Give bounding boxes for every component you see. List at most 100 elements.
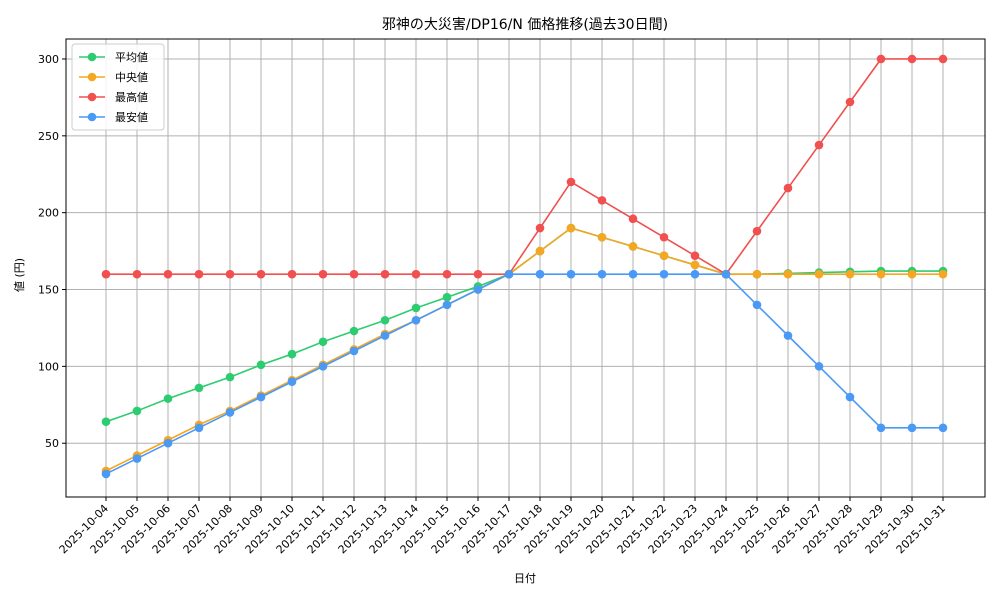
legend-item: 最高値	[79, 90, 148, 104]
data-point	[442, 292, 452, 302]
data-point	[814, 269, 824, 279]
data-point	[876, 269, 886, 279]
legend-swatch-marker	[87, 52, 97, 62]
data-point	[628, 242, 638, 251]
data-point	[380, 269, 390, 279]
x-axis-label: 日付	[514, 572, 536, 585]
y-tick-label: 150	[38, 284, 59, 297]
legend-swatch-marker	[87, 92, 97, 102]
data-point	[256, 392, 266, 402]
data-point	[318, 362, 328, 371]
data-point	[659, 251, 669, 261]
data-point	[566, 269, 576, 279]
series-line	[105, 227, 943, 472]
series-平均値	[101, 223, 948, 426]
data-point	[938, 269, 948, 279]
data-point	[690, 251, 700, 261]
data-point	[380, 315, 390, 325]
data-point	[287, 349, 297, 359]
data-point	[566, 177, 576, 187]
data-point	[783, 183, 793, 193]
data-point	[256, 269, 266, 279]
y-tick-label: 300	[38, 53, 59, 66]
data-point	[535, 269, 545, 279]
data-point	[287, 269, 297, 279]
data-point	[256, 360, 266, 370]
data-point	[876, 54, 886, 64]
data-point	[194, 383, 204, 393]
data-point	[411, 315, 421, 325]
data-point	[101, 269, 111, 279]
data-point	[876, 423, 886, 433]
data-point	[318, 337, 328, 347]
data-point	[163, 438, 173, 448]
legend-label: 最安値	[115, 110, 148, 124]
y-tick-label: 100	[38, 360, 59, 373]
data-point	[473, 285, 483, 294]
series-line	[105, 227, 943, 423]
data-point	[938, 54, 948, 64]
data-point	[442, 269, 452, 279]
data-point	[349, 269, 359, 279]
data-point	[225, 269, 235, 279]
data-point	[287, 377, 297, 387]
plot-frame	[65, 38, 986, 498]
legend-label: 平均値	[115, 51, 148, 64]
data-point	[225, 372, 235, 382]
data-point	[659, 232, 669, 242]
data-point	[194, 423, 204, 433]
legend-item: 最安値	[79, 110, 148, 124]
data-point	[473, 269, 483, 279]
data-point	[628, 269, 638, 279]
data-point	[814, 362, 824, 371]
y-tick-label: 250	[38, 130, 59, 143]
data-point	[132, 269, 142, 279]
data-point	[907, 423, 917, 433]
data-point	[783, 269, 793, 279]
data-point	[535, 223, 545, 233]
legend-swatch-marker	[87, 112, 97, 122]
data-point	[597, 269, 607, 279]
data-point	[411, 269, 421, 279]
y-tick-label: 50	[45, 437, 59, 450]
legend-item: 平均値	[79, 51, 148, 64]
grid	[66, 39, 985, 497]
data-point	[938, 423, 948, 433]
data-point	[194, 269, 204, 279]
legend-label: 最高値	[115, 90, 148, 104]
legend-label: 中央値	[115, 71, 148, 84]
data-point	[318, 269, 328, 279]
legend-swatch-marker	[87, 72, 97, 82]
data-point	[845, 269, 855, 279]
data-point	[349, 326, 359, 336]
series-最高値	[101, 54, 948, 279]
data-point	[814, 140, 824, 150]
data-point	[907, 54, 917, 64]
data-point	[845, 392, 855, 402]
data-point	[566, 223, 576, 233]
data-point	[225, 408, 235, 417]
legend-box	[71, 43, 165, 131]
y-axis-label: 値 (円)	[13, 258, 26, 292]
data-point	[101, 417, 111, 426]
data-point	[752, 269, 762, 279]
chart-title: 邪神の大災害/DP16/N 価格推移(過去30日間)	[382, 17, 668, 33]
legend-item: 中央値	[79, 71, 148, 84]
data-point	[163, 394, 173, 403]
data-point	[535, 246, 545, 256]
data-point	[659, 269, 669, 279]
data-point	[132, 406, 142, 416]
series-line	[105, 273, 943, 475]
data-point	[690, 260, 700, 270]
data-point	[783, 331, 793, 340]
data-point	[628, 214, 638, 224]
data-point	[845, 97, 855, 107]
data-point	[349, 346, 359, 356]
data-point	[411, 303, 421, 313]
series-中央値	[101, 223, 948, 476]
axes: 501001502002503002025-10-042025-10-05202…	[38, 38, 986, 556]
series-line	[106, 58, 943, 276]
y-tick-label: 200	[38, 207, 59, 220]
